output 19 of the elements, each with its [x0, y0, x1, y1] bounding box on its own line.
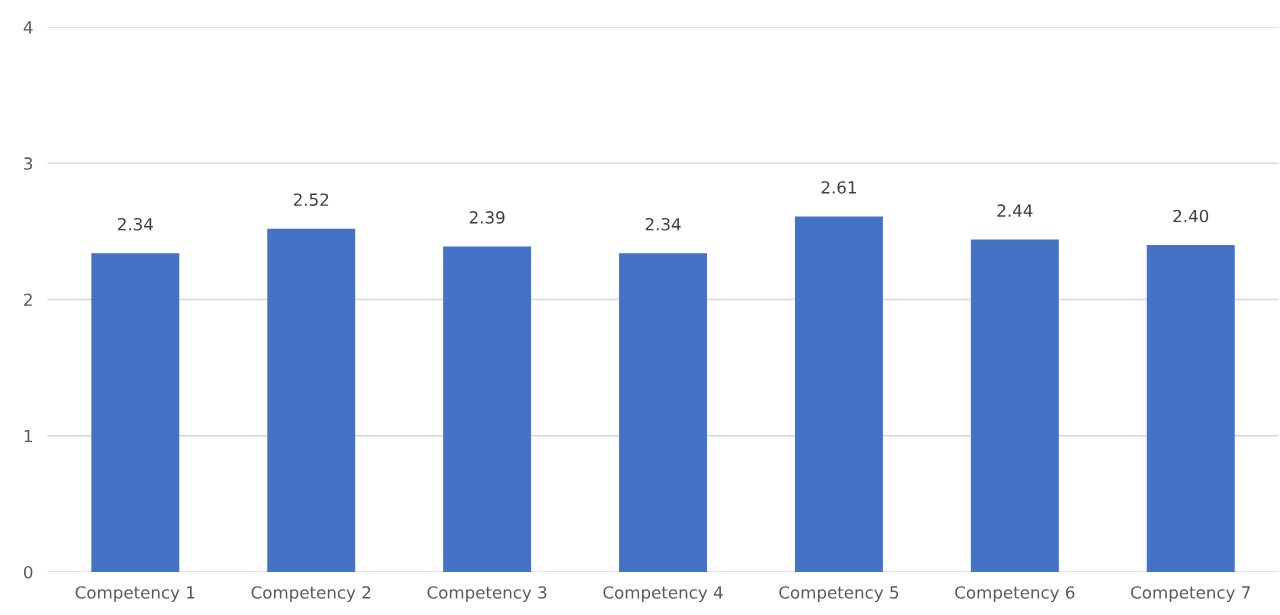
- data-label: 2.61: [821, 181, 856, 194]
- data-label: 2.39: [469, 211, 505, 224]
- x-tick-label: Competency 3: [427, 586, 547, 602]
- data-label: 2.44: [997, 204, 1033, 217]
- y-tick-label: 4: [23, 21, 33, 34]
- data-label: 2.52: [293, 193, 329, 206]
- x-tick-label: Competency 5: [779, 586, 899, 602]
- y-tick-label: 1: [24, 429, 32, 443]
- y-tick-label: 0: [23, 565, 33, 579]
- data-label: 2.34: [645, 217, 681, 231]
- y-tick-label: 2: [24, 293, 32, 306]
- x-tick-label: Competency 6: [955, 586, 1075, 602]
- x-tick-label: Competency 2: [251, 586, 371, 602]
- x-tick-label: Competency 1: [75, 586, 195, 602]
- data-label: 2.34: [117, 217, 153, 231]
- x-tick-label: Competency 7: [1131, 586, 1250, 602]
- y-tick-label: 3: [24, 157, 33, 170]
- data-label: 2.40: [1173, 209, 1209, 223]
- x-tick-label: Competency 4: [603, 586, 723, 602]
